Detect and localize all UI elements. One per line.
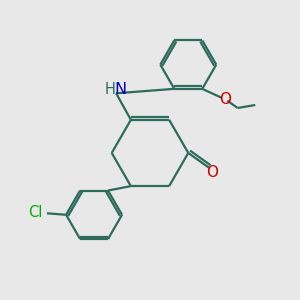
- Text: N: N: [115, 82, 127, 97]
- Text: H: H: [104, 82, 115, 97]
- Text: Cl: Cl: [28, 205, 43, 220]
- Text: O: O: [219, 92, 231, 106]
- Text: O: O: [206, 166, 218, 181]
